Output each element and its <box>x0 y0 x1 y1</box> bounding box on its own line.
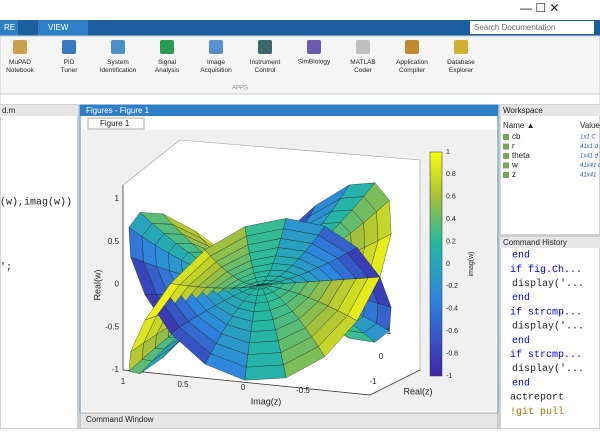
x-tick-label: 0.5 <box>177 380 189 389</box>
colorbar-tick-label: 0.2 <box>446 238 456 245</box>
x-tick-label: 1 <box>121 377 126 386</box>
app-icon[interactable] <box>454 40 468 54</box>
colorbar-tick-label: -0.4 <box>446 306 458 313</box>
colorbar-tick-label: -1 <box>446 373 452 380</box>
history-line[interactable]: display('... <box>512 278 584 290</box>
z-tick-label: -0.5 <box>105 322 119 331</box>
figure-title: Figures - Figure 1 <box>86 106 150 115</box>
history-line[interactable]: if fig.Ch... <box>510 264 582 276</box>
colorbar-tick-label: 0 <box>446 261 450 268</box>
colorbar-tick-label: 0.8 <box>446 171 456 178</box>
var-value: 41x1 d <box>580 144 599 150</box>
figure-tab-label[interactable]: Figure 1 <box>100 119 130 128</box>
var-name[interactable]: cb <box>512 132 521 141</box>
var-icon <box>503 144 509 150</box>
var-name[interactable]: theta <box>512 151 530 160</box>
app-icon[interactable] <box>258 40 272 54</box>
history-line[interactable]: end <box>512 250 530 262</box>
var-value: 1x41 d <box>580 154 599 160</box>
surface-patch <box>245 365 286 380</box>
colorbar <box>430 152 442 376</box>
colorbar-tick-label: 0.6 <box>446 194 456 201</box>
var-name[interactable]: z <box>512 170 516 179</box>
colorbar-tick-label: -0.8 <box>446 350 458 357</box>
surface-patch <box>248 341 281 355</box>
z-tick-label: 1 <box>115 194 120 203</box>
x-tick-label: 0 <box>241 383 246 392</box>
z-label: Real(w) <box>92 269 102 300</box>
x-tick-label: -0.5 <box>296 386 310 395</box>
var-icon <box>503 172 509 178</box>
colorbar-tick-label: -0.2 <box>446 283 458 290</box>
colorbar-tick-label: -0.6 <box>446 328 458 335</box>
var-value: 41x41 <box>580 173 596 179</box>
var-value: 41x41 d <box>580 163 600 169</box>
command-window-title: Command Window <box>86 415 154 424</box>
column-header: Value <box>580 121 600 130</box>
app-icon[interactable] <box>307 40 321 54</box>
app-label[interactable]: SimBiology <box>298 59 331 66</box>
surface-patch <box>246 353 283 368</box>
app-icon[interactable] <box>356 40 370 54</box>
y-tick-label: 0 <box>379 352 384 361</box>
var-icon <box>503 134 509 140</box>
panel-title: d.m <box>2 106 16 115</box>
var-icon <box>503 153 509 159</box>
app-icon[interactable] <box>62 40 76 54</box>
app-icon[interactable] <box>160 40 174 54</box>
history-title: Command History <box>503 238 567 247</box>
z-tick-label: 0 <box>115 280 120 289</box>
z-tick-label: 0.5 <box>108 237 120 246</box>
surface-patch <box>251 320 276 332</box>
surface-patch <box>252 310 273 321</box>
history-line[interactable]: if strcmp... <box>510 306 582 318</box>
history-line[interactable]: if strcmp... <box>510 349 582 361</box>
history-line[interactable]: display('... <box>512 321 584 333</box>
history-line[interactable]: actreport <box>510 393 564 404</box>
history-line[interactable]: end <box>512 292 530 304</box>
search-placeholder[interactable]: Search Documentation <box>474 23 555 32</box>
history-line[interactable]: display('... <box>512 363 584 375</box>
history-line[interactable]: end <box>512 335 530 347</box>
workspace-title: Workspace <box>503 106 543 115</box>
history-line[interactable]: end <box>512 377 530 389</box>
x-label: Imag(z) <box>251 396 282 406</box>
tab-label[interactable]: RE <box>4 23 15 32</box>
var-value: 1x1 C <box>580 135 596 141</box>
surface-patch <box>254 302 271 312</box>
colorbar-label: imag(w) <box>468 252 475 277</box>
column-header: Name ▲ <box>503 121 534 130</box>
y-tick-label: -1 <box>369 377 377 386</box>
app-icon[interactable] <box>209 40 223 54</box>
code-line: (w),imag(w)) <box>0 197 72 209</box>
colorbar-tick-label: 0.4 <box>446 216 456 223</box>
title-bar <box>0 0 600 20</box>
tab-label[interactable]: VIEW <box>48 23 69 32</box>
code-line: '; <box>0 262 12 274</box>
colorbar-tick-label: 1 <box>446 149 450 156</box>
address-bar <box>0 94 600 105</box>
app-icon[interactable] <box>111 40 125 54</box>
y-label: Real(z) <box>403 386 432 396</box>
var-name[interactable]: r <box>512 142 515 151</box>
y-tick-label: 1 <box>387 327 392 336</box>
app-icon[interactable] <box>13 40 27 54</box>
var-icon <box>503 163 509 169</box>
section-label: APPS <box>232 86 248 92</box>
z-tick-label: -1 <box>112 365 120 374</box>
history-line[interactable]: !git pull <box>510 406 564 418</box>
app-icon[interactable] <box>405 40 419 54</box>
window-controls[interactable]: — ☐ ✕ <box>520 1 559 15</box>
surface-patch <box>249 330 278 343</box>
var-name[interactable]: w <box>511 161 518 170</box>
